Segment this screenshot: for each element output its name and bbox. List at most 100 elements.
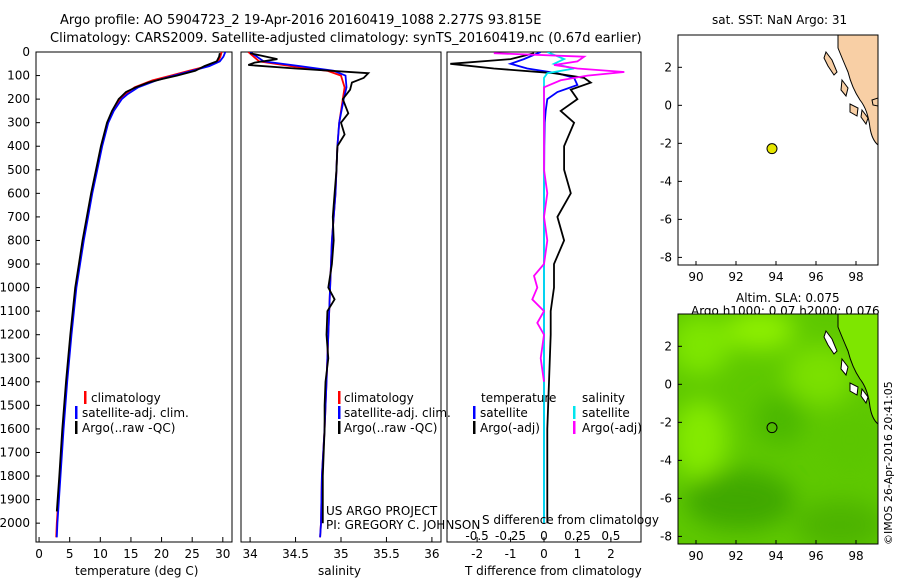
imos-credit: ©IMOS 26-Apr-2016 20:41:05: [882, 381, 895, 545]
legend-swatch-s-satellite: [573, 406, 576, 419]
series-line-argo-raw-qc-: [247, 52, 371, 524]
temperature-series: [55, 52, 227, 538]
map-y-tick-label: -4: [660, 453, 672, 467]
map-x-tick-label: 98: [848, 549, 863, 563]
map-y-tick-label: 0: [664, 377, 672, 391]
x-tick-label: 36: [424, 547, 439, 561]
island: [860, 108, 869, 126]
series-line-argo-raw-qc-: [55, 53, 221, 512]
sla-map-points: [766, 422, 778, 434]
temperature-plot-frame: [35, 51, 233, 543]
legend-label-climatology: climatology: [91, 391, 161, 405]
x-tick-label: 34: [242, 547, 257, 561]
island: [840, 78, 849, 98]
legend-title-salinity: salinity: [582, 391, 625, 405]
map-x-tick-label: 98: [848, 270, 863, 284]
depth-tick-label: 1800: [0, 469, 30, 483]
salinity-x-label: salinity: [318, 564, 361, 578]
legend-label-argo: Argo(..raw -QC): [344, 421, 437, 435]
sla-map-ticks: 90 92 94 96 98 -8 -6 -4 -2 0 2: [660, 339, 864, 563]
header-line2: Climatology: CARS2009. Satellite-adjuste…: [50, 31, 642, 46]
legend-swatch-argo: [75, 421, 78, 434]
legend-label-s-argo: Argo(-adj): [582, 421, 642, 435]
legend-label-climatology: climatology: [344, 391, 414, 405]
map-y-tick-label: -2: [660, 136, 672, 150]
x-tick-label: 1: [574, 547, 582, 561]
legend-swatch-climatology: [338, 391, 341, 404]
map-y-tick-label: -6: [660, 491, 672, 505]
sst-map-ticks: 90 92 94 96 98 -8 -6 -4 -2 0 2: [660, 60, 864, 284]
s-tick-label: -0.25: [495, 529, 526, 543]
argo-float-marker: [766, 143, 778, 155]
depth-tick-label: 1200: [0, 328, 30, 342]
x-tick-label: 10: [93, 547, 108, 561]
salinity-x-ticks: 34 34.5 35 35.5 36: [242, 537, 440, 561]
t-diff-x-label: T difference from climatology: [464, 564, 642, 578]
project-line2: PI: GREGORY C. JOHNSON: [326, 518, 480, 532]
depth-tick-label: 700: [7, 210, 30, 224]
sla-heatmap: [678, 314, 878, 544]
depth-tick-label: 600: [7, 186, 30, 200]
series-line-s-satellite: [543, 52, 575, 524]
legend-swatch-argo: [338, 421, 341, 434]
series-line-climatology: [55, 52, 223, 538]
depth-tick-label: 100: [7, 69, 30, 83]
s-tick-label: 0: [540, 529, 548, 543]
island: [823, 329, 838, 355]
legend-label-t-argo: Argo(-adj): [480, 421, 540, 435]
legend-swatch-t-argo: [473, 421, 476, 434]
temperature-legend: climatology satellite-adj. clim. Argo(..…: [75, 391, 189, 435]
depth-tick-label: 800: [7, 233, 30, 247]
sla-map-frame: [677, 313, 879, 545]
legend-label-t-satellite: satellite: [480, 406, 528, 420]
sst-map-frame: [677, 34, 879, 266]
map-y-tick-label: 0: [664, 98, 672, 112]
legend-label-satellite: satellite-adj. clim.: [344, 406, 451, 420]
x-tick-label: 34.5: [282, 547, 309, 561]
depth-tick-label: 2000: [0, 516, 30, 530]
differences-x-ticks: -2 -1 0 1 2 -0.5 -0.25 0 0.25 0.5: [465, 529, 620, 561]
x-tick-label: 0: [35, 547, 43, 561]
island: [849, 103, 859, 117]
map-x-tick-label: 96: [808, 549, 823, 563]
island: [840, 357, 849, 377]
x-tick-label: 35: [333, 547, 348, 561]
s-tick-label: 0.25: [564, 529, 591, 543]
x-tick-label: 2: [607, 547, 615, 561]
sst-map-points: [766, 143, 778, 155]
map-y-tick-label: -8: [660, 250, 672, 264]
map-y-tick-label: -6: [660, 212, 672, 226]
salinity-series: [247, 52, 371, 538]
depth-tick-label: 900: [7, 257, 30, 271]
sla-map-panel: Altim. SLA: 0.075 Argo h1000: 0.07 h2000…: [660, 291, 880, 563]
differences-legend: temperature salinity satellite Argo(-adj…: [473, 391, 642, 435]
s-tick-label: 0.5: [601, 529, 620, 543]
project-line1: US ARGO PROJECT: [326, 504, 438, 518]
sla-map-title-line1: Altim. SLA: 0.075: [736, 291, 840, 305]
map-x-tick-label: 94: [768, 270, 783, 284]
depth-tick-label: 1600: [0, 422, 30, 436]
map-y-tick-label: -8: [660, 529, 672, 543]
map-y-tick-label: 2: [664, 339, 672, 353]
depth-tick-label: 1400: [0, 375, 30, 389]
depth-tick-label: 1100: [0, 304, 30, 318]
s-diff-x-label: S difference from climatology: [482, 513, 659, 527]
temperature-panel: 0 5 10 15 20 25 30 temperature (deg C) climato…: [35, 51, 233, 578]
x-tick-label: 5: [66, 547, 74, 561]
legend-swatch-satellite: [75, 406, 78, 419]
depth-tick-label: 1700: [0, 445, 30, 459]
legend-label-satellite: satellite-adj. clim.: [82, 406, 189, 420]
x-tick-label: 20: [154, 547, 169, 561]
series-line-satellite-adj-clim-: [55, 52, 227, 538]
differences-series: [450, 52, 625, 524]
depth-tick-label: 200: [7, 92, 30, 106]
differences-panel: -2 -1 0 1 2 -0.5 -0.25 0 0.25 0.5 S difference fr…: [446, 51, 659, 578]
map-y-tick-label: -2: [660, 415, 672, 429]
map-x-tick-label: 92: [728, 549, 743, 563]
series-line-t-argo-adj-: [450, 52, 593, 524]
legend-swatch-satellite: [338, 406, 341, 419]
header-line1: Argo profile: AO 5904723_2 19-Apr-2016 2…: [60, 13, 541, 28]
depth-tick-label: 1300: [0, 351, 30, 365]
island: [823, 50, 838, 76]
